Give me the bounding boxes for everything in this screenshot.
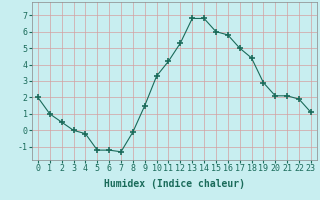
X-axis label: Humidex (Indice chaleur): Humidex (Indice chaleur) [104, 179, 245, 189]
